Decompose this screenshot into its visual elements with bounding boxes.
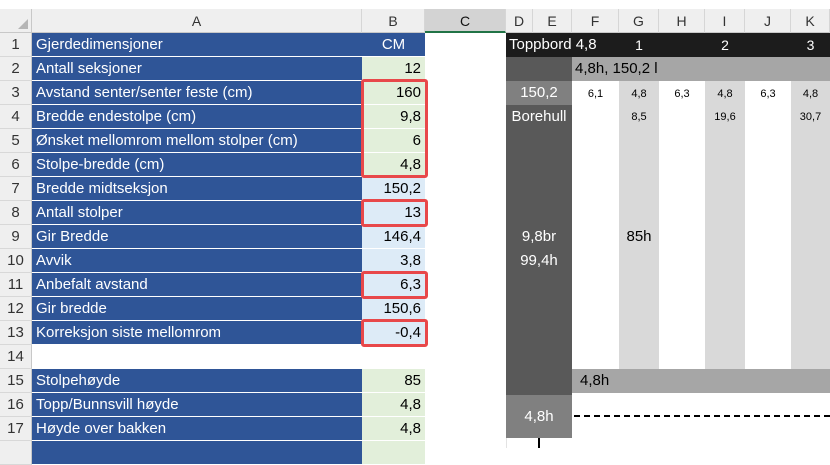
column-header-j[interactable]: J xyxy=(745,9,791,33)
cell-a6[interactable]: Stolpe-bredde (cm) xyxy=(32,153,362,177)
row-number[interactable]: 12 xyxy=(0,297,32,321)
cell-a12[interactable]: Gir bredde xyxy=(32,297,362,321)
end-post xyxy=(506,81,572,418)
cell-a8[interactable]: Antall stolper xyxy=(32,201,362,225)
row-number[interactable]: 16 xyxy=(0,393,32,417)
cell-a4[interactable]: Bredde endestolpe (cm) xyxy=(32,105,362,129)
column-header-d[interactable]: D xyxy=(506,9,533,33)
row-number[interactable]: 7 xyxy=(0,177,32,201)
post-height-label: 85h xyxy=(626,228,652,245)
post-width-value: 4,8 xyxy=(631,88,647,100)
cell-a11[interactable]: Anbefalt avstand xyxy=(32,273,362,297)
post-1 xyxy=(619,81,659,369)
row-number[interactable]: 9 xyxy=(0,225,32,249)
gap-value: 6,3 xyxy=(674,88,690,100)
cell-b17[interactable]: 4,8 xyxy=(362,417,425,441)
column-header-b[interactable]: B xyxy=(362,9,425,33)
width-label: 150,2 xyxy=(506,81,572,105)
end-post-top xyxy=(506,57,572,81)
ground-height-label: 4,8h xyxy=(506,395,572,438)
cell-b12[interactable]: 150,6 xyxy=(362,297,425,321)
row-number[interactable]: 5 xyxy=(0,129,32,153)
end-post-width-label: 9,8br xyxy=(521,228,557,245)
bottom-rail: 4,8h xyxy=(572,369,830,393)
post-2 xyxy=(705,81,745,369)
row-number[interactable]: 1 xyxy=(0,33,32,57)
toppbord-bar xyxy=(506,33,830,57)
cell-b14[interactable] xyxy=(362,345,425,369)
cell-b13[interactable]: -0,4 xyxy=(362,321,425,345)
cell-b7[interactable]: 150,2 xyxy=(362,177,425,201)
cell-b16[interactable]: 4,8 xyxy=(362,393,425,417)
cell-b2[interactable]: 12 xyxy=(362,57,425,81)
row-number[interactable]: 6 xyxy=(0,153,32,177)
column-header-c[interactable]: C xyxy=(425,9,506,33)
select-all-corner[interactable] xyxy=(0,9,32,33)
column-header-h[interactable]: H xyxy=(659,9,705,33)
post-number-1: 1 xyxy=(635,37,643,53)
column-header-e[interactable]: E xyxy=(533,9,572,33)
highlight-box-inputs xyxy=(361,79,428,178)
cell-a10[interactable]: Avvik xyxy=(32,249,362,273)
row-number[interactable]: 2 xyxy=(0,57,32,81)
column-header-a[interactable]: A xyxy=(32,9,362,33)
cell-a5[interactable]: Ønsket mellomrom mellom stolper (cm) xyxy=(32,129,362,153)
top-rail: 4,8h, 150,2 l xyxy=(572,57,830,81)
cell-a1[interactable]: Gjerdedimensjoner xyxy=(32,33,362,57)
row-number[interactable] xyxy=(0,441,32,465)
row-number[interactable]: 17 xyxy=(0,417,32,441)
column-header-k[interactable]: K xyxy=(791,9,830,33)
highlight-box-korreksjon xyxy=(361,319,428,347)
cell-a13[interactable]: Korreksjon siste mellomrom xyxy=(32,321,362,345)
column-header-g[interactable]: G xyxy=(619,9,659,33)
row-number[interactable]: 10 xyxy=(0,249,32,273)
cell-b18[interactable] xyxy=(362,441,425,465)
cell-a3[interactable]: Avstand senter/senter feste (cm) xyxy=(32,81,362,105)
gap-value: 6,1 xyxy=(587,88,604,100)
cell-a17[interactable]: Høyde over bakken xyxy=(32,417,362,441)
end-post-height-label: 99,4h xyxy=(520,252,558,269)
cell-b5[interactable]: 6 xyxy=(362,129,425,153)
cell-a9[interactable]: Gir Bredde xyxy=(32,225,362,249)
cell-a18[interactable] xyxy=(32,441,362,465)
post-3 xyxy=(791,81,830,369)
cell-b6[interactable]: 4,8 xyxy=(362,153,425,177)
row-number[interactable]: 3 xyxy=(0,81,32,105)
cell-b10[interactable]: 3,8 xyxy=(362,249,425,273)
row-number[interactable]: 14 xyxy=(0,345,32,369)
cell-b1[interactable]: CM xyxy=(362,33,425,57)
row-number[interactable]: 11 xyxy=(0,273,32,297)
post-width-value: 4,8 xyxy=(717,88,733,100)
cell-a2[interactable]: Antall seksjoner xyxy=(32,57,362,81)
cell-b9[interactable]: 146,4 xyxy=(362,225,425,249)
toppbord-label: Toppbord 4,8 xyxy=(509,36,597,53)
cell-a15[interactable]: Stolpehøyde xyxy=(32,369,362,393)
post-leg-line xyxy=(538,438,540,448)
row-number[interactable]: 15 xyxy=(0,369,32,393)
borehull-label: Borehull xyxy=(511,108,567,125)
row-number[interactable]: 13 xyxy=(0,321,32,345)
cell-a7[interactable]: Bredde midtseksjon xyxy=(32,177,362,201)
cell-a14[interactable] xyxy=(32,345,362,369)
post-number-2: 2 xyxy=(721,37,729,53)
hole-position: 8,5 xyxy=(631,111,647,123)
hole-position: 30,7 xyxy=(799,111,822,123)
cell-b15[interactable]: 85 xyxy=(362,369,425,393)
post-width-value: 4,8 xyxy=(802,88,819,100)
column-header-f[interactable]: F xyxy=(572,9,619,33)
ground-line xyxy=(574,415,830,417)
highlight-box-antall-stolper xyxy=(361,199,428,227)
cell-b3[interactable]: 160 xyxy=(362,81,425,105)
column-c-area[interactable] xyxy=(425,33,507,448)
row-number[interactable]: 4 xyxy=(0,105,32,129)
cell-b4[interactable]: 9,8 xyxy=(362,105,425,129)
cell-a16[interactable]: Topp/Bunnsvill høyde xyxy=(32,393,362,417)
row-number[interactable]: 8 xyxy=(0,201,32,225)
column-header-i[interactable]: I xyxy=(705,9,745,33)
highlight-box-anbefalt-avstand xyxy=(361,271,428,299)
post-number-3: 3 xyxy=(806,37,815,53)
hole-position: 19,6 xyxy=(714,111,736,123)
gap-value: 6,3 xyxy=(760,88,776,100)
